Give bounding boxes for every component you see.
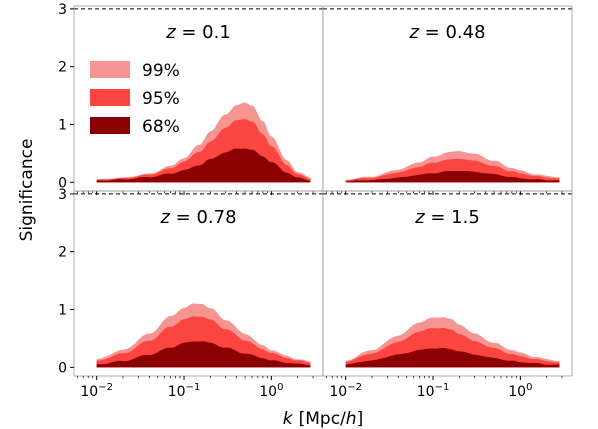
y-tick-label: 2 bbox=[58, 60, 67, 76]
panel-4-area-68 bbox=[345, 347, 560, 368]
panels-layer: 0 1 2 3 z = 0.1 z = 0.48 0 1 2 3 10−2 10−1 100 z = 0.… bbox=[58, 2, 573, 400]
x-tick-label: 100 bbox=[259, 382, 283, 400]
x-tick-label: 10−2 bbox=[329, 382, 362, 400]
legend: 99% 95% 68% bbox=[90, 61, 180, 137]
panel-1: 0 1 2 3 z = 0.1 bbox=[58, 2, 324, 195]
panel-4-frame bbox=[322, 190, 573, 377]
y-tick-label: 2 bbox=[58, 245, 67, 261]
x-axis-label-close: ] bbox=[357, 409, 364, 429]
panel-1-title: z = 0.1 bbox=[165, 22, 231, 43]
panel-1-area-68 bbox=[96, 148, 311, 183]
panel-2-area-68 bbox=[345, 171, 560, 183]
legend-swatch-68 bbox=[90, 117, 130, 134]
panel-3-title: z = 0.78 bbox=[159, 207, 236, 228]
x-tick-label: 10−1 bbox=[168, 382, 201, 400]
x-tick-label: 10−1 bbox=[417, 382, 450, 400]
panel-2-area-95 bbox=[345, 158, 560, 183]
x-tick-label: 100 bbox=[508, 382, 532, 400]
panel-3-area-68 bbox=[96, 341, 311, 368]
legend-swatch-99 bbox=[90, 61, 130, 78]
x-tick-label: 10−2 bbox=[80, 382, 113, 400]
y-tick-label: 3 bbox=[58, 2, 67, 18]
panel-4: 10−2 10−1 100 z = 1.5 bbox=[322, 190, 573, 400]
y-axis-label: Significance bbox=[17, 139, 37, 242]
x-axis-label: k [Mpc/h] bbox=[283, 409, 363, 429]
legend-label-68: 68% bbox=[142, 117, 180, 137]
legend-label-99: 99% bbox=[142, 61, 180, 81]
panel-4-title: z = 1.5 bbox=[414, 207, 480, 228]
x-axis-label-h: h bbox=[346, 409, 357, 429]
y-tick-label: 1 bbox=[58, 303, 67, 319]
y-tick-label: 0 bbox=[58, 175, 67, 191]
x-axis-label-units: [Mpc/ bbox=[299, 409, 346, 429]
y-tick-label: 3 bbox=[58, 187, 67, 203]
y-tick-label: 0 bbox=[58, 360, 67, 376]
legend-label-95: 95% bbox=[142, 89, 180, 109]
x-axis-label-k: k bbox=[283, 409, 294, 429]
panel-2: z = 0.48 bbox=[322, 5, 573, 195]
y-tick-label: 1 bbox=[58, 118, 67, 134]
legend-swatch-95 bbox=[90, 89, 130, 106]
panel-2-title: z = 0.48 bbox=[408, 22, 485, 43]
panel-3: 0 1 2 3 10−2 10−1 100 z = 0.78 bbox=[58, 187, 324, 400]
